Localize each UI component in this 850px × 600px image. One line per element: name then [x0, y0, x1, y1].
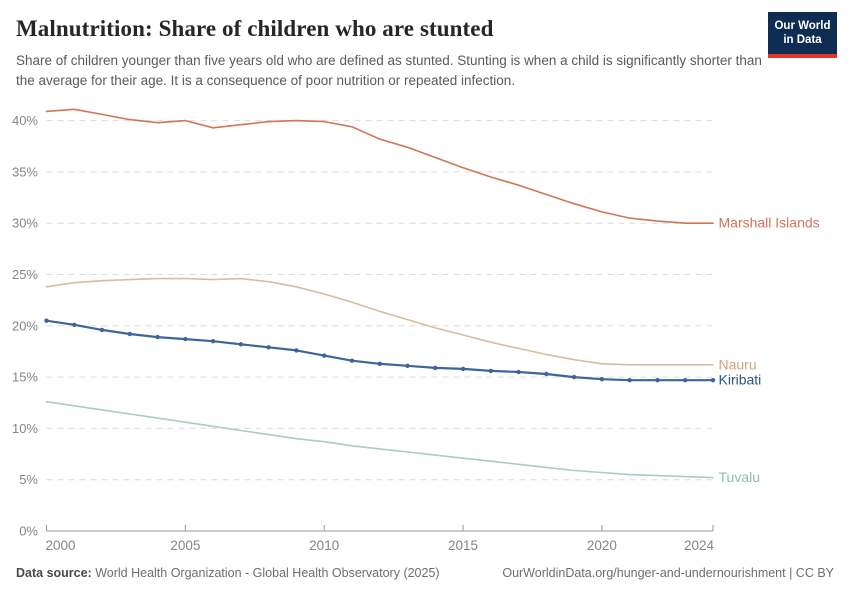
- x-tick-label-2005: 2005: [170, 538, 200, 553]
- series-marker-kiribati: [99, 327, 105, 333]
- series-marker-kiribati: [488, 368, 493, 374]
- data-source-text: World Health Organization - Global Healt…: [91, 566, 440, 580]
- series-line-tuvalu[interactable]: [45, 400, 714, 479]
- footer-credit-link[interactable]: OurWorldinData.org/hunger-and-undernouri…: [502, 566, 834, 580]
- x-tick-label-2000: 2000: [46, 538, 76, 553]
- series-marker-kiribati: [349, 358, 355, 363]
- series-marker-kiribati: [460, 366, 466, 372]
- data-source-label: Data source:: [16, 566, 92, 580]
- x-tick-label-2024: 2024: [684, 538, 715, 553]
- y-tick-label-35: 35%: [12, 164, 38, 179]
- series-marker-kiribati: [183, 336, 188, 342]
- x-tick-label-2015: 2015: [448, 538, 478, 553]
- y-tick-label-30: 30%: [12, 216, 38, 231]
- series-marker-kiribati: [210, 339, 216, 344]
- series-marker-kiribati: [377, 361, 382, 366]
- series-marker-kiribati: [571, 374, 577, 380]
- series-label-marshall-islands[interactable]: Marshall Islands: [719, 215, 820, 231]
- series-marker-kiribati: [683, 378, 688, 383]
- owid-logo-line2: in Data: [783, 34, 822, 46]
- series-marker-kiribati: [433, 365, 438, 371]
- x-tick-label-2010: 2010: [309, 538, 339, 553]
- series-marker-kiribati: [238, 342, 244, 347]
- y-tick-label-15: 15%: [12, 370, 38, 385]
- owid-logo-line1: Our World: [774, 19, 831, 32]
- series-marker-kiribati: [544, 371, 549, 377]
- series-marker-kiribati: [405, 363, 410, 368]
- series-label-nauru[interactable]: Nauru: [719, 356, 757, 372]
- series-marker-kiribati: [72, 322, 77, 327]
- y-tick-label-10: 10%: [12, 421, 38, 436]
- page-title: Malnutrition: Share of children who are …: [16, 16, 494, 41]
- series-marker-kiribati: [127, 331, 132, 337]
- series-marker-kiribati: [294, 348, 299, 353]
- y-tick-label-20: 20%: [12, 318, 38, 333]
- series-label-tuvalu[interactable]: Tuvalu: [719, 469, 761, 485]
- y-tick-label-40: 40%: [12, 113, 38, 128]
- series-label-kiribati[interactable]: Kiribati: [719, 372, 762, 388]
- series-marker-kiribati: [516, 369, 521, 375]
- series-marker-kiribati: [710, 378, 716, 383]
- chart-footer: Data source: World Health Organization -…: [16, 566, 834, 580]
- series-line-marshall-islands[interactable]: [45, 108, 714, 224]
- owid-logo[interactable]: Our World in Data: [768, 12, 837, 58]
- series-marker-kiribati: [155, 334, 160, 340]
- series-marker-kiribati: [322, 353, 327, 358]
- series-marker-kiribati: [44, 318, 49, 323]
- x-tick-label-2020: 2020: [587, 538, 617, 553]
- chart-subtitle: Share of children younger than five year…: [16, 53, 762, 89]
- y-tick-label-25: 25%: [12, 267, 38, 282]
- series-marker-kiribati: [266, 345, 271, 350]
- series-marker-kiribati: [627, 378, 632, 383]
- series-line-nauru[interactable]: [45, 277, 714, 366]
- series-line-kiribati[interactable]: [45, 319, 715, 382]
- series-marker-kiribati: [599, 377, 605, 382]
- data-source: Data source: World Health Organization -…: [16, 566, 440, 580]
- y-tick-label-5: 5%: [19, 472, 38, 487]
- series-marker-kiribati: [655, 378, 660, 383]
- y-tick-label-0: 0%: [19, 524, 38, 539]
